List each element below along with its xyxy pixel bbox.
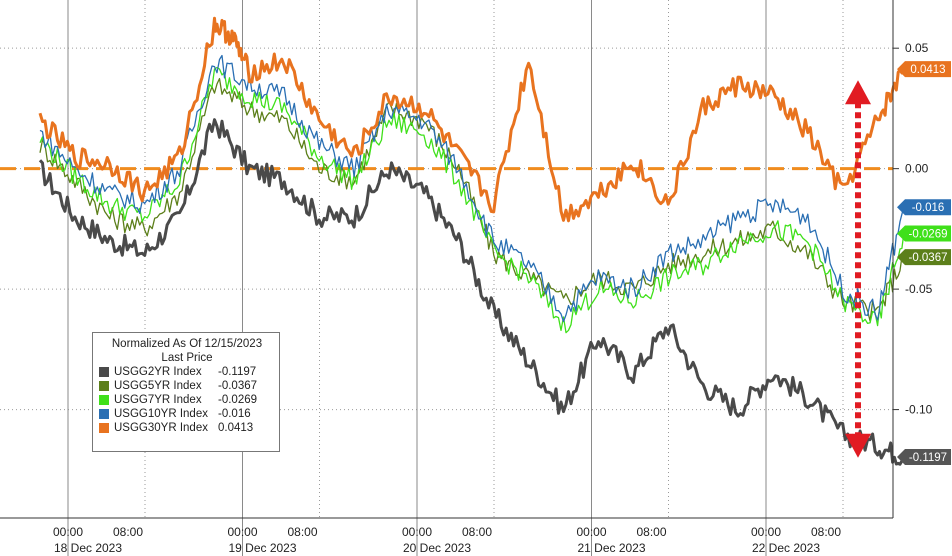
- y-tick-label: 0.00: [905, 162, 929, 176]
- x-tick-label: 00:00: [402, 525, 432, 539]
- value-tag-layer: 0.0413 -0.016 -0.0269 -0.0367 -0.1197: [897, 61, 951, 466]
- last-value-tag-label: -0.0269: [908, 228, 947, 240]
- last-value-tag: [897, 61, 951, 78]
- legend-title-line1: Normalized As Of 12/15/2023: [111, 338, 263, 350]
- last-value-tag: [897, 249, 951, 266]
- last-value-tag-label: -0.0367: [908, 252, 947, 264]
- grid-layer: [0, 0, 893, 556]
- legend-swatch: [99, 381, 109, 391]
- last-value-tag-label: -0.016: [912, 202, 945, 214]
- legend-entry: USGG30YR Index 0.0413: [99, 421, 275, 435]
- series-line: [38, 16, 906, 223]
- axis-layer: 0.05 0.00 -0.05 -0.10 00:00 08:00 18 Dec 2023 0…: [0, 0, 933, 555]
- x-tick-label: 00:00: [576, 525, 606, 539]
- y-tick-label: 0.05: [905, 41, 929, 55]
- legend-entry: USGG7YR Index -0.0269: [99, 393, 275, 407]
- x-tick-label: 08:00: [113, 525, 143, 539]
- legend-series-value: -0.0269: [218, 394, 258, 406]
- x-tick-label: 00:00: [751, 525, 781, 539]
- x-day-label: 21 Dec 2023: [577, 541, 645, 555]
- x-tick-label: 08:00: [287, 525, 317, 539]
- legend-series-name: USGG30YR Index: [114, 422, 208, 434]
- x-tick-label: 00:00: [53, 525, 83, 539]
- legend-entry: USGG2YR Index -0.1197: [99, 365, 275, 379]
- legend-swatch: [99, 423, 109, 433]
- legend-series-value: -0.0367: [218, 380, 258, 392]
- y-tick-label: -0.05: [905, 282, 933, 296]
- legend-entry: USGG10YR Index -0.016: [99, 407, 275, 421]
- legend-series-name: USGG2YR Index: [114, 366, 202, 378]
- annotation-layer: [845, 80, 871, 458]
- x-day-label: 22 Dec 2023: [752, 541, 820, 555]
- legend-swatch: [99, 395, 109, 405]
- y-tick-label: -0.10: [905, 403, 933, 417]
- last-value-tag: [897, 449, 951, 466]
- legend-series-value: -0.016: [218, 408, 251, 420]
- last-value-tag: [897, 225, 951, 242]
- last-value-tag: [897, 199, 951, 216]
- last-value-tag-label: 0.0413: [910, 64, 945, 76]
- x-tick-label: 00:00: [227, 525, 257, 539]
- x-day-label: 19 Dec 2023: [228, 541, 296, 555]
- series-line: [38, 118, 906, 466]
- legend-series-value: 0.0413: [218, 422, 254, 434]
- series-layer: [38, 16, 906, 466]
- x-tick-label: 08:00: [636, 525, 666, 539]
- annotation-arrowhead-up: [845, 80, 871, 105]
- legend-swatch: [99, 367, 109, 377]
- legend-title-line2: Last Price: [161, 352, 213, 364]
- chart-legend: Normalized As Of 12/15/2023 Last Price U…: [92, 332, 280, 452]
- legend-series-name: USGG7YR Index: [114, 394, 202, 406]
- x-day-label: 18 Dec 2023: [54, 541, 122, 555]
- legend-series-name: USGG10YR Index: [114, 408, 208, 420]
- legend-swatch: [99, 409, 109, 419]
- annotation-arrowhead-down: [845, 433, 871, 458]
- legend-series-value: -0.1197: [218, 366, 257, 378]
- x-day-label: 20 Dec 2023: [403, 541, 471, 555]
- legend-series-name: USGG5YR Index: [114, 380, 202, 392]
- x-tick-label: 08:00: [811, 525, 841, 539]
- legend-entry: USGG5YR Index -0.0367: [99, 379, 275, 393]
- x-tick-label: 08:00: [462, 525, 492, 539]
- last-value-tag-label: -0.1197: [909, 452, 947, 464]
